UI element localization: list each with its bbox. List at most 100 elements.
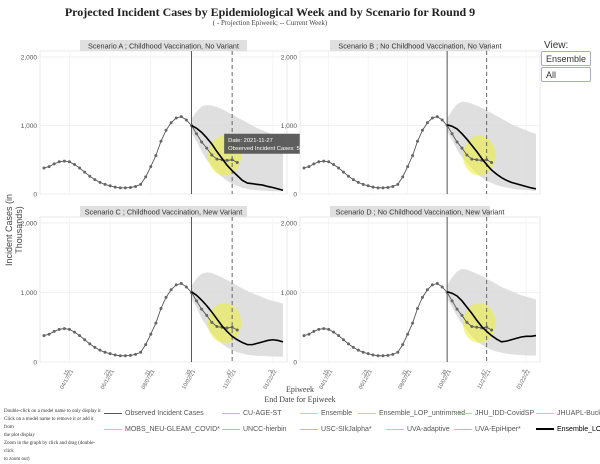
observed-point — [411, 321, 415, 325]
legend-item[interactable]: JHUAPL-Bucky — [536, 410, 600, 417]
legend-item[interactable]: UVA-adaptive — [386, 426, 450, 433]
observed-point — [332, 163, 336, 167]
x-tick-week-label: 15 — [322, 369, 330, 377]
observed-point — [88, 342, 92, 346]
observed-point — [381, 186, 385, 190]
observed-point — [341, 170, 345, 174]
x-tick-week-label: 39 — [185, 369, 193, 377]
observed-point — [485, 325, 489, 329]
y-tick-label: 0 — [33, 192, 37, 199]
observed-point — [134, 352, 138, 356]
observed-point — [411, 154, 415, 158]
legend-item[interactable]: CU-AGE-ST — [222, 410, 282, 417]
observed-point — [401, 175, 405, 179]
observed-point — [346, 174, 350, 178]
observed-point — [164, 128, 168, 132]
legend-label: MOBS_NEU-GLEAM_COVID* — [125, 426, 220, 433]
legend-item[interactable]: JHU_IDD-CovidSP — [454, 410, 534, 417]
x-axis-title-epiweek: Epiweek — [286, 385, 314, 394]
observed-point — [78, 166, 82, 170]
hint-line: Double-click on a model name to only dis… — [4, 409, 101, 414]
observed-point — [83, 170, 87, 174]
observed-point — [57, 160, 61, 164]
ensemble-series-line — [191, 291, 284, 346]
legend-swatch — [104, 428, 122, 430]
panel-title: Scenario B ; No Childhood Vaccination, N… — [338, 42, 501, 51]
x-tick-date-label: 10/02/21 — [437, 369, 453, 391]
observed-point — [62, 327, 66, 331]
legend-item[interactable]: Ensemble_LOP — [536, 426, 600, 433]
observed-point — [235, 160, 239, 164]
scenario-panel-4[interactable]: Scenario D ; No Childhood Vaccination, N… — [281, 206, 541, 391]
observed-point — [149, 165, 153, 169]
panel-title: Scenario C ; Childhood Vaccination, New … — [85, 208, 243, 217]
observed-point — [103, 182, 107, 186]
observed-point — [455, 140, 459, 144]
legend-label: Ensemble_LOP_untrimmed — [379, 410, 465, 417]
ensemble-series-line — [191, 124, 284, 192]
observed-point — [406, 165, 410, 169]
observed-point — [200, 307, 204, 311]
view-ensemble-button[interactable]: Ensemble — [541, 51, 591, 66]
observed-point — [425, 121, 429, 125]
x-tick-week-label: 31 — [144, 369, 152, 377]
observed-point — [184, 118, 188, 122]
y-tick-label: 2,000 — [281, 221, 298, 228]
observed-point — [361, 182, 365, 186]
observed-point — [440, 118, 444, 122]
legend-swatch — [536, 412, 554, 414]
legend-item[interactable]: USC-SIkJalpha* — [300, 426, 372, 433]
legend-label: JHUAPL-Bucky — [557, 410, 600, 417]
x-tick-week-label: 31 — [401, 369, 409, 377]
observed-point — [52, 329, 56, 333]
observed-point — [52, 162, 56, 166]
observed-point — [475, 158, 479, 162]
observed-point — [312, 162, 316, 166]
observed-point — [416, 306, 420, 310]
observed-point — [475, 325, 479, 329]
legend-item[interactable]: Ensemble — [300, 410, 352, 417]
chart-area[interactable]: Scenario A ; Childhood Vaccination, No V… — [0, 0, 600, 410]
y-axis-title: Incident Cases (in Thousands) — [4, 193, 24, 267]
observed-point — [332, 330, 336, 334]
observed-point — [356, 180, 360, 184]
observed-point — [42, 334, 46, 338]
observed-point — [307, 332, 311, 336]
scenario-panel-3[interactable]: Scenario C ; Childhood Vaccination, New … — [21, 206, 288, 391]
legend-item[interactable]: Observed Incident Cases — [104, 410, 204, 417]
observed-point — [123, 186, 127, 190]
legend-item[interactable]: Ensemble_LOP_untrimmed — [358, 410, 465, 417]
view-all-button[interactable]: All — [541, 67, 591, 82]
x-tick-week-label: 47 — [226, 369, 234, 377]
scenario-panel-2[interactable]: Scenario B ; No Childhood Vaccination, N… — [281, 40, 541, 199]
observed-point — [490, 328, 494, 332]
observed-point — [351, 178, 355, 182]
observed-point — [230, 158, 234, 162]
observed-point — [225, 158, 229, 162]
observed-point — [200, 140, 204, 144]
legend-item[interactable]: UNCC-hierbin — [222, 426, 287, 433]
ensemble-series-line — [446, 124, 537, 190]
observed-point — [98, 180, 102, 184]
legend-swatch — [358, 412, 376, 414]
observed-point — [317, 160, 321, 164]
observed-point — [302, 334, 306, 338]
legend-swatch — [222, 428, 240, 430]
observed-point — [337, 166, 341, 170]
legend-item[interactable]: MOBS_NEU-GLEAM_COVID* — [104, 426, 220, 433]
legend-label: Ensemble_LOP — [557, 426, 600, 433]
legend-swatch — [300, 412, 318, 414]
scenario-panel-1[interactable]: Scenario A ; Childhood Vaccination, No V… — [21, 40, 331, 199]
observed-point — [391, 352, 395, 356]
page-title: Projected Incident Cases by Epidemiologi… — [64, 5, 476, 19]
observed-point — [134, 184, 138, 188]
x-tick-date-label: 06/12/21 — [100, 369, 116, 391]
observed-point — [307, 165, 311, 169]
observed-point — [440, 285, 444, 289]
observed-point — [346, 342, 350, 346]
observed-point — [361, 350, 365, 354]
legend-swatch — [536, 428, 554, 431]
legend-item[interactable]: UVA-EpiHiper* — [454, 426, 521, 433]
observed-point — [455, 307, 459, 311]
observed-point — [450, 132, 454, 136]
